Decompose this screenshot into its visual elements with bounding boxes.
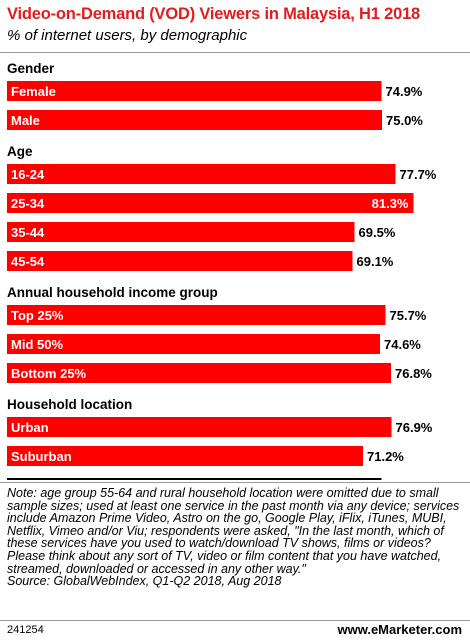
group-heading: Annual household income group <box>7 285 218 300</box>
brand-logo: www.eMarketer.com <box>337 622 462 637</box>
bar-category-label: Top 25% <box>11 308 64 323</box>
bar <box>7 81 382 101</box>
bar-chart: Gender Female 74.9% Male 75.0% Age 16-24 77.7% 2… <box>7 61 437 480</box>
bar <box>7 193 414 213</box>
bar <box>7 222 355 242</box>
bar-category-label: Female <box>11 84 56 99</box>
bar <box>7 478 382 480</box>
bar <box>7 164 396 184</box>
bar-category-label: Urban <box>11 420 49 435</box>
bar-value-label: 77.7% <box>400 167 437 182</box>
bar-category-label: 45-54 <box>11 254 45 269</box>
bar-category-label: Male <box>11 113 40 128</box>
bar-value-label: 74.6% <box>384 337 421 352</box>
notes-divider <box>0 482 470 483</box>
bar-category-label: Mid 50% <box>11 337 63 352</box>
bar-category-label: Suburban <box>11 449 72 464</box>
chart-id: 241254 <box>7 624 44 636</box>
source-text: Source: GlobalWebIndex, Q1-Q2 2018, Aug … <box>7 574 282 589</box>
bar-value-label: 76.9% <box>396 420 433 435</box>
bar-value-label: 75.7% <box>390 308 427 323</box>
bar-value-label: 71.2% <box>367 449 404 464</box>
bar-value-label: 74.9% <box>386 84 423 99</box>
bar-category-label: Bottom 25% <box>11 366 87 381</box>
bar-value-label: 69.1% <box>357 254 394 269</box>
chart-notes: Note: age group 55-64 and rural househol… <box>7 487 465 588</box>
bar <box>7 446 363 466</box>
bar <box>7 363 391 383</box>
note-text: Note: age group 55-64 and rural househol… <box>7 486 460 576</box>
bar <box>7 334 380 354</box>
header-divider <box>0 52 470 53</box>
bar-value-label: 81.3% <box>372 196 409 211</box>
footer-divider <box>0 620 470 621</box>
bar-value-label: 76.8% <box>395 366 432 381</box>
bar <box>7 417 392 437</box>
bar <box>7 251 353 271</box>
group-heading: Age <box>7 144 33 159</box>
chart-title: Video-on-Demand (VOD) Viewers in Malaysi… <box>7 5 421 23</box>
group-heading: Household location <box>7 397 132 412</box>
bar <box>7 305 386 325</box>
bar-category-label: 16-24 <box>11 167 45 182</box>
chart-subtitle: % of internet users, by demographic <box>7 27 248 44</box>
group-heading: Gender <box>7 61 55 76</box>
bar-value-label: 75.0% <box>386 113 423 128</box>
bar <box>7 110 382 130</box>
bar-category-label: 25-34 <box>11 196 45 211</box>
bar-category-label: 35-44 <box>11 225 45 240</box>
bar-value-label: 69.5% <box>359 225 396 240</box>
